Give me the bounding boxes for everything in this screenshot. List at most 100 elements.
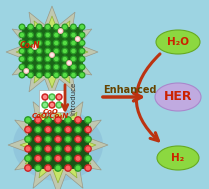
Circle shape <box>80 57 84 60</box>
Circle shape <box>54 48 59 54</box>
Circle shape <box>75 126 81 133</box>
Circle shape <box>25 165 31 171</box>
Circle shape <box>55 42 58 44</box>
Circle shape <box>45 32 51 38</box>
Circle shape <box>63 74 66 77</box>
Circle shape <box>20 26 23 29</box>
Circle shape <box>36 166 40 170</box>
Circle shape <box>46 66 49 68</box>
Circle shape <box>76 137 80 141</box>
Circle shape <box>66 118 70 122</box>
Circle shape <box>38 26 41 29</box>
Circle shape <box>80 50 84 53</box>
Text: Enhanced: Enhanced <box>103 85 157 95</box>
Circle shape <box>28 32 33 38</box>
Circle shape <box>35 165 41 171</box>
Circle shape <box>55 50 58 53</box>
FancyArrowPatch shape <box>136 54 160 141</box>
Text: H₂: H₂ <box>171 153 185 163</box>
Circle shape <box>35 155 41 162</box>
Circle shape <box>71 48 76 54</box>
Circle shape <box>63 42 66 44</box>
Text: Co₄N: Co₄N <box>20 41 41 50</box>
Polygon shape <box>16 16 88 88</box>
Circle shape <box>65 165 71 171</box>
Circle shape <box>20 66 23 68</box>
Circle shape <box>75 117 81 123</box>
Circle shape <box>19 48 25 54</box>
Circle shape <box>79 56 85 62</box>
Text: Introduce: Introduce <box>70 82 76 115</box>
Circle shape <box>36 118 40 122</box>
Circle shape <box>45 64 51 70</box>
Circle shape <box>55 126 61 133</box>
Circle shape <box>20 42 23 44</box>
Circle shape <box>80 42 84 44</box>
Circle shape <box>25 70 27 72</box>
Circle shape <box>46 74 49 77</box>
Circle shape <box>79 64 85 70</box>
Circle shape <box>56 147 60 151</box>
Circle shape <box>86 128 90 131</box>
Circle shape <box>66 137 70 141</box>
Circle shape <box>43 95 46 98</box>
Circle shape <box>26 118 30 122</box>
Circle shape <box>85 165 91 171</box>
Circle shape <box>79 32 85 38</box>
Circle shape <box>46 118 50 122</box>
Circle shape <box>46 166 50 170</box>
Circle shape <box>72 26 75 29</box>
Circle shape <box>36 147 40 151</box>
Circle shape <box>80 66 84 68</box>
Circle shape <box>65 146 71 152</box>
Circle shape <box>72 33 75 36</box>
Circle shape <box>71 32 76 38</box>
Circle shape <box>57 104 60 106</box>
Circle shape <box>46 128 50 131</box>
Circle shape <box>28 64 33 70</box>
Circle shape <box>36 24 42 30</box>
Circle shape <box>56 166 60 170</box>
Circle shape <box>36 157 40 160</box>
Circle shape <box>75 165 81 171</box>
Circle shape <box>76 118 80 122</box>
Circle shape <box>45 48 51 54</box>
Circle shape <box>72 50 75 53</box>
Circle shape <box>72 57 75 60</box>
Polygon shape <box>6 6 98 98</box>
Circle shape <box>45 165 51 171</box>
Circle shape <box>45 117 51 123</box>
Circle shape <box>25 136 31 142</box>
Circle shape <box>62 64 68 70</box>
Circle shape <box>62 72 68 78</box>
Circle shape <box>86 137 90 141</box>
Circle shape <box>34 46 36 48</box>
Circle shape <box>55 117 61 123</box>
Bar <box>28 120 88 168</box>
Circle shape <box>35 117 41 123</box>
Circle shape <box>46 57 49 60</box>
Circle shape <box>66 166 70 170</box>
Circle shape <box>28 56 33 62</box>
Circle shape <box>38 33 41 36</box>
Circle shape <box>62 40 68 46</box>
Circle shape <box>20 74 23 77</box>
Circle shape <box>25 117 31 123</box>
Circle shape <box>38 66 41 68</box>
Circle shape <box>26 137 30 141</box>
Circle shape <box>19 64 25 70</box>
Circle shape <box>65 136 71 142</box>
Circle shape <box>55 66 58 68</box>
Circle shape <box>26 147 30 151</box>
Circle shape <box>42 94 48 100</box>
Circle shape <box>54 56 59 62</box>
Circle shape <box>55 26 58 29</box>
Circle shape <box>29 66 32 68</box>
Circle shape <box>19 32 25 38</box>
Circle shape <box>29 50 32 53</box>
Circle shape <box>28 24 33 30</box>
Circle shape <box>36 48 42 54</box>
Circle shape <box>75 136 81 142</box>
Circle shape <box>62 48 68 54</box>
Circle shape <box>28 48 33 54</box>
